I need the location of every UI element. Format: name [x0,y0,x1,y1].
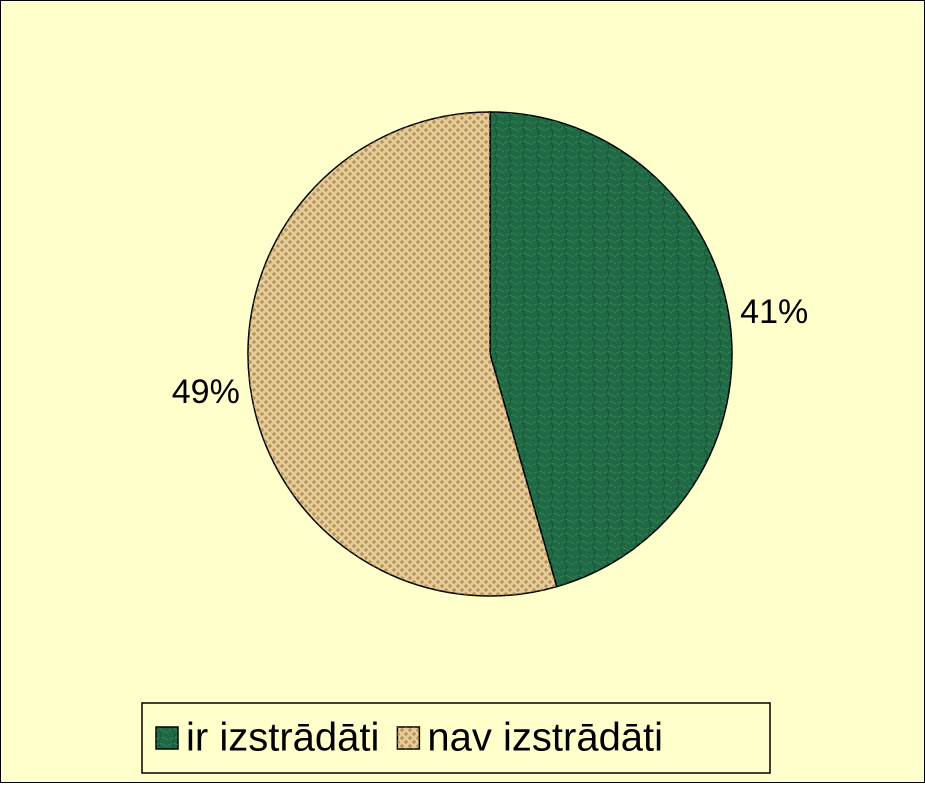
slice-texture [247,112,557,596]
data-label: 41% [740,293,808,331]
legend-label: ir izstrādāti [186,716,379,760]
data-label: 49% [172,373,240,411]
legend-swatch-texture [156,727,178,749]
slice-texture [490,112,732,587]
legend-swatch-texture [397,727,420,749]
legend-label: nav izstrādāti [427,716,663,760]
legend [141,702,771,774]
